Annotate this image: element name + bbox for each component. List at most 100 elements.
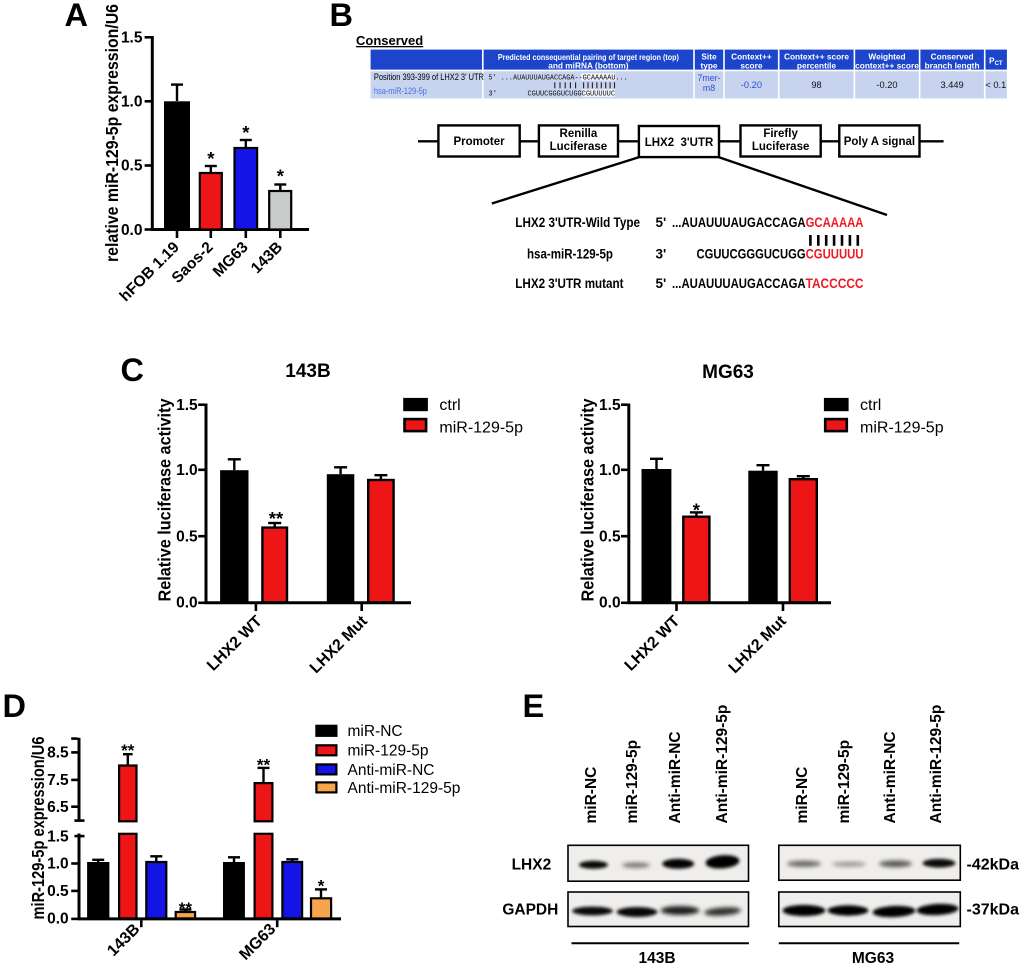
svg-text:Site: Site — [701, 52, 717, 62]
svg-text:miR-NC: miR-NC — [794, 767, 811, 824]
svg-text:CGUUCGGGUCUGGCGUUUUUC: CGUUCGGGUCUGGCGUUUUUC — [528, 91, 616, 99]
svg-text:-37kDa: -37kDa — [967, 902, 1020, 919]
svg-text:ctrl: ctrl — [439, 397, 460, 414]
svg-text:...AUAUUUAUGACCAGA: ...AUAUUUAUGACCAGA — [672, 276, 806, 291]
svg-text:Conserved: Conserved — [931, 52, 974, 62]
svg-text:*: * — [318, 877, 325, 896]
svg-text:Relative luciferase activity: Relative luciferase activity — [155, 398, 175, 601]
svg-text:**: ** — [121, 741, 135, 760]
svg-text:0.0: 0.0 — [121, 222, 143, 239]
svg-text:Anti-miR-NC: Anti-miR-NC — [882, 731, 899, 823]
svg-text:MG63: MG63 — [852, 950, 895, 967]
svg-text:1.0: 1.0 — [176, 462, 198, 479]
svg-text:Context++ score: Context++ score — [784, 52, 849, 62]
svg-text:Anti-miR-129-5p: Anti-miR-129-5p — [928, 705, 945, 824]
svg-text:...AUAUUUAUGACCAGA: ...AUAUUUAUGACCAGA — [672, 215, 806, 230]
svg-text:0.5: 0.5 — [599, 528, 621, 545]
svg-text:< 0.1: < 0.1 — [985, 80, 1006, 90]
svg-text:7mer-: 7mer- — [698, 73, 721, 83]
svg-text:A: A — [65, 0, 88, 33]
svg-text:5': 5' — [656, 215, 667, 230]
svg-text:type: type — [700, 61, 717, 71]
svg-text:0.0: 0.0 — [47, 910, 69, 927]
svg-text:*: * — [277, 165, 285, 186]
svg-text:1.5: 1.5 — [176, 397, 198, 414]
svg-text:0.5: 0.5 — [121, 158, 143, 175]
svg-text:Anti-miR-129-5p: Anti-miR-129-5p — [714, 705, 731, 824]
svg-text:relative miR-129-5p expression: relative miR-129-5p expression/U6 — [102, 4, 122, 262]
svg-text:Weighted: Weighted — [868, 52, 905, 62]
svg-text:1.0: 1.0 — [599, 462, 621, 479]
svg-text:143B: 143B — [285, 361, 330, 382]
svg-text:**: ** — [269, 508, 284, 529]
svg-text:CGUUCGGGUCUGG: CGUUCGGGUCUGG — [697, 247, 806, 262]
svg-text:3': 3' — [488, 91, 497, 99]
svg-text:miR-129-5p: miR-129-5p — [348, 743, 429, 760]
svg-text:LHX2: LHX2 — [512, 857, 552, 874]
svg-text:Relative luciferase activity: Relative luciferase activity — [578, 398, 598, 601]
svg-text:*: * — [207, 148, 215, 169]
svg-text:1.5: 1.5 — [121, 30, 143, 47]
svg-text:hsa-miR-129-5p: hsa-miR-129-5p — [374, 86, 427, 96]
svg-text:Context++: Context++ — [731, 52, 772, 62]
svg-text:Predicted consequential pairin: Predicted consequential pairing of targe… — [498, 52, 679, 62]
svg-text:0.5: 0.5 — [176, 528, 198, 545]
svg-text:*: * — [242, 122, 250, 143]
svg-text:C: C — [121, 352, 144, 388]
svg-text:-0.20: -0.20 — [741, 80, 762, 90]
svg-text:*: * — [693, 499, 701, 520]
svg-text:Anti-miR-NC: Anti-miR-NC — [667, 731, 684, 823]
svg-text:Luciferase: Luciferase — [550, 141, 608, 153]
svg-text:-42kDa: -42kDa — [967, 857, 1020, 874]
svg-text:GAPDH: GAPDH — [502, 902, 558, 919]
svg-text:MG63: MG63 — [702, 362, 754, 383]
svg-text:LHX2 3'UTR mutant: LHX2 3'UTR mutant — [515, 276, 624, 291]
svg-text:E: E — [523, 688, 545, 724]
svg-text:3': 3' — [656, 247, 667, 262]
svg-text:8.5: 8.5 — [47, 745, 69, 762]
svg-text:percentile: percentile — [797, 61, 837, 71]
svg-text:CGUUUUU: CGUUUUU — [806, 247, 864, 262]
svg-text:Renilla: Renilla — [560, 128, 598, 140]
svg-text:TACCCCC: TACCCCC — [806, 276, 864, 291]
svg-text:1.5: 1.5 — [599, 397, 621, 414]
svg-text:98: 98 — [811, 80, 821, 90]
svg-text:miR-129-5p: miR-129-5p — [836, 740, 853, 824]
svg-text:Position 393-399 of LHX2 3' UT: Position 393-399 of LHX2 3' UTR — [374, 72, 484, 82]
svg-text:branch length: branch length — [925, 61, 980, 71]
svg-text:D: D — [3, 688, 26, 724]
svg-text:m8: m8 — [703, 83, 715, 93]
svg-text:6.5: 6.5 — [47, 799, 69, 816]
svg-text:hsa-miR-129-5p: hsa-miR-129-5p — [527, 247, 613, 262]
svg-text:miR-129-5p: miR-129-5p — [439, 419, 523, 436]
svg-text:miR-NC: miR-NC — [348, 723, 403, 740]
svg-text:miR-129-5p: miR-129-5p — [860, 419, 944, 436]
svg-text:score: score — [740, 61, 763, 71]
svg-text:PCT: PCT — [989, 56, 1003, 68]
svg-text:context++ score: context++ score — [855, 61, 919, 71]
svg-text:**: ** — [179, 899, 193, 918]
svg-text:7.5: 7.5 — [47, 772, 69, 789]
svg-text:0.0: 0.0 — [599, 595, 621, 612]
svg-text:1.0: 1.0 — [121, 94, 143, 111]
svg-text:miR-NC: miR-NC — [583, 767, 600, 824]
svg-text:0.0: 0.0 — [176, 595, 198, 612]
svg-text:GCAAAAA: GCAAAAA — [806, 215, 864, 230]
svg-text:Luciferase: Luciferase — [752, 141, 810, 153]
svg-text:1.5: 1.5 — [47, 828, 69, 845]
svg-text:Poly A signal: Poly A signal — [844, 136, 915, 148]
svg-text:143B: 143B — [638, 950, 675, 967]
svg-text:0.5: 0.5 — [47, 883, 69, 900]
svg-text:1.0: 1.0 — [47, 856, 69, 873]
svg-text:**: ** — [257, 756, 271, 775]
svg-text:Conserved: Conserved — [356, 33, 423, 48]
svg-text:-0.20: -0.20 — [876, 80, 897, 90]
svg-text:5': 5' — [656, 276, 667, 291]
svg-text:LHX2 3'UTR: LHX2 3'UTR — [645, 137, 714, 149]
svg-text:B: B — [330, 0, 353, 33]
svg-text:5' ...AUAUUUAUGACCAGA--GCAAAAA: 5' ...AUAUUUAUGACCAGA--GCAAAAAU... — [488, 75, 627, 83]
svg-text:Anti-miR-NC: Anti-miR-NC — [348, 762, 435, 779]
svg-text:LHX2 3'UTR-Wild Type: LHX2 3'UTR-Wild Type — [515, 215, 640, 230]
svg-text:ctrl: ctrl — [860, 397, 881, 414]
svg-text:Firefly: Firefly — [763, 128, 798, 140]
